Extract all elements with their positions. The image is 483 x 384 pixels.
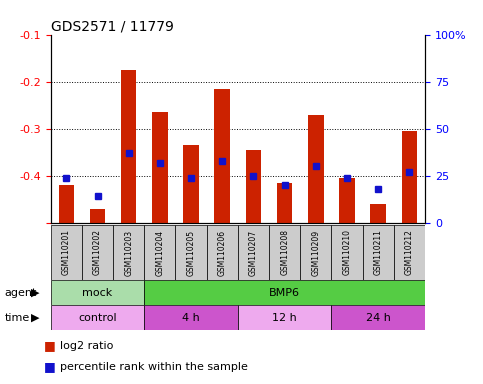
Text: 4 h: 4 h [182, 313, 200, 323]
Bar [144, 305, 238, 330]
Text: GSM110205: GSM110205 [186, 229, 196, 276]
Bar [51, 305, 144, 330]
Bar [363, 225, 394, 280]
Bar [144, 225, 175, 280]
Text: mock: mock [83, 288, 113, 298]
Text: GSM110202: GSM110202 [93, 230, 102, 275]
Bar [300, 225, 331, 280]
Text: percentile rank within the sample: percentile rank within the sample [60, 362, 248, 372]
Text: GSM110212: GSM110212 [405, 230, 414, 275]
Text: GSM110209: GSM110209 [312, 229, 320, 276]
Bar [183, 145, 199, 223]
Bar [238, 305, 331, 330]
Bar [394, 225, 425, 280]
Text: GSM110208: GSM110208 [280, 230, 289, 275]
Bar [207, 225, 238, 280]
Text: agent: agent [5, 288, 37, 298]
Bar [51, 280, 144, 305]
Text: time: time [5, 313, 30, 323]
Text: GDS2571 / 11779: GDS2571 / 11779 [51, 20, 173, 33]
Text: GSM110207: GSM110207 [249, 229, 258, 276]
Bar [82, 225, 113, 280]
Text: BMP6: BMP6 [269, 288, 300, 298]
Text: GSM110203: GSM110203 [124, 229, 133, 276]
Text: ▶: ▶ [31, 288, 40, 298]
Bar [269, 225, 300, 280]
Text: GSM110211: GSM110211 [374, 230, 383, 275]
Text: 12 h: 12 h [272, 313, 297, 323]
Bar [246, 150, 261, 223]
Bar [277, 183, 293, 223]
Bar [339, 178, 355, 223]
Bar [113, 225, 144, 280]
Bar [51, 225, 82, 280]
Bar [331, 305, 425, 330]
Text: ▶: ▶ [31, 313, 40, 323]
Text: ■: ■ [43, 339, 55, 352]
Text: GSM110206: GSM110206 [218, 229, 227, 276]
Bar [402, 131, 417, 223]
Bar [370, 204, 386, 223]
Text: 24 h: 24 h [366, 313, 391, 323]
Text: GSM110204: GSM110204 [156, 229, 164, 276]
Bar [90, 209, 105, 223]
Bar [308, 114, 324, 223]
Text: GSM110201: GSM110201 [62, 230, 71, 275]
Bar [121, 70, 137, 223]
Bar [144, 280, 425, 305]
Text: GSM110210: GSM110210 [342, 230, 352, 275]
Bar [152, 112, 168, 223]
Bar [238, 225, 269, 280]
Text: control: control [78, 313, 117, 323]
Bar [58, 185, 74, 223]
Bar [214, 89, 230, 223]
Text: log2 ratio: log2 ratio [60, 341, 114, 351]
Bar [175, 225, 207, 280]
Text: ■: ■ [43, 360, 55, 373]
Bar [331, 225, 363, 280]
